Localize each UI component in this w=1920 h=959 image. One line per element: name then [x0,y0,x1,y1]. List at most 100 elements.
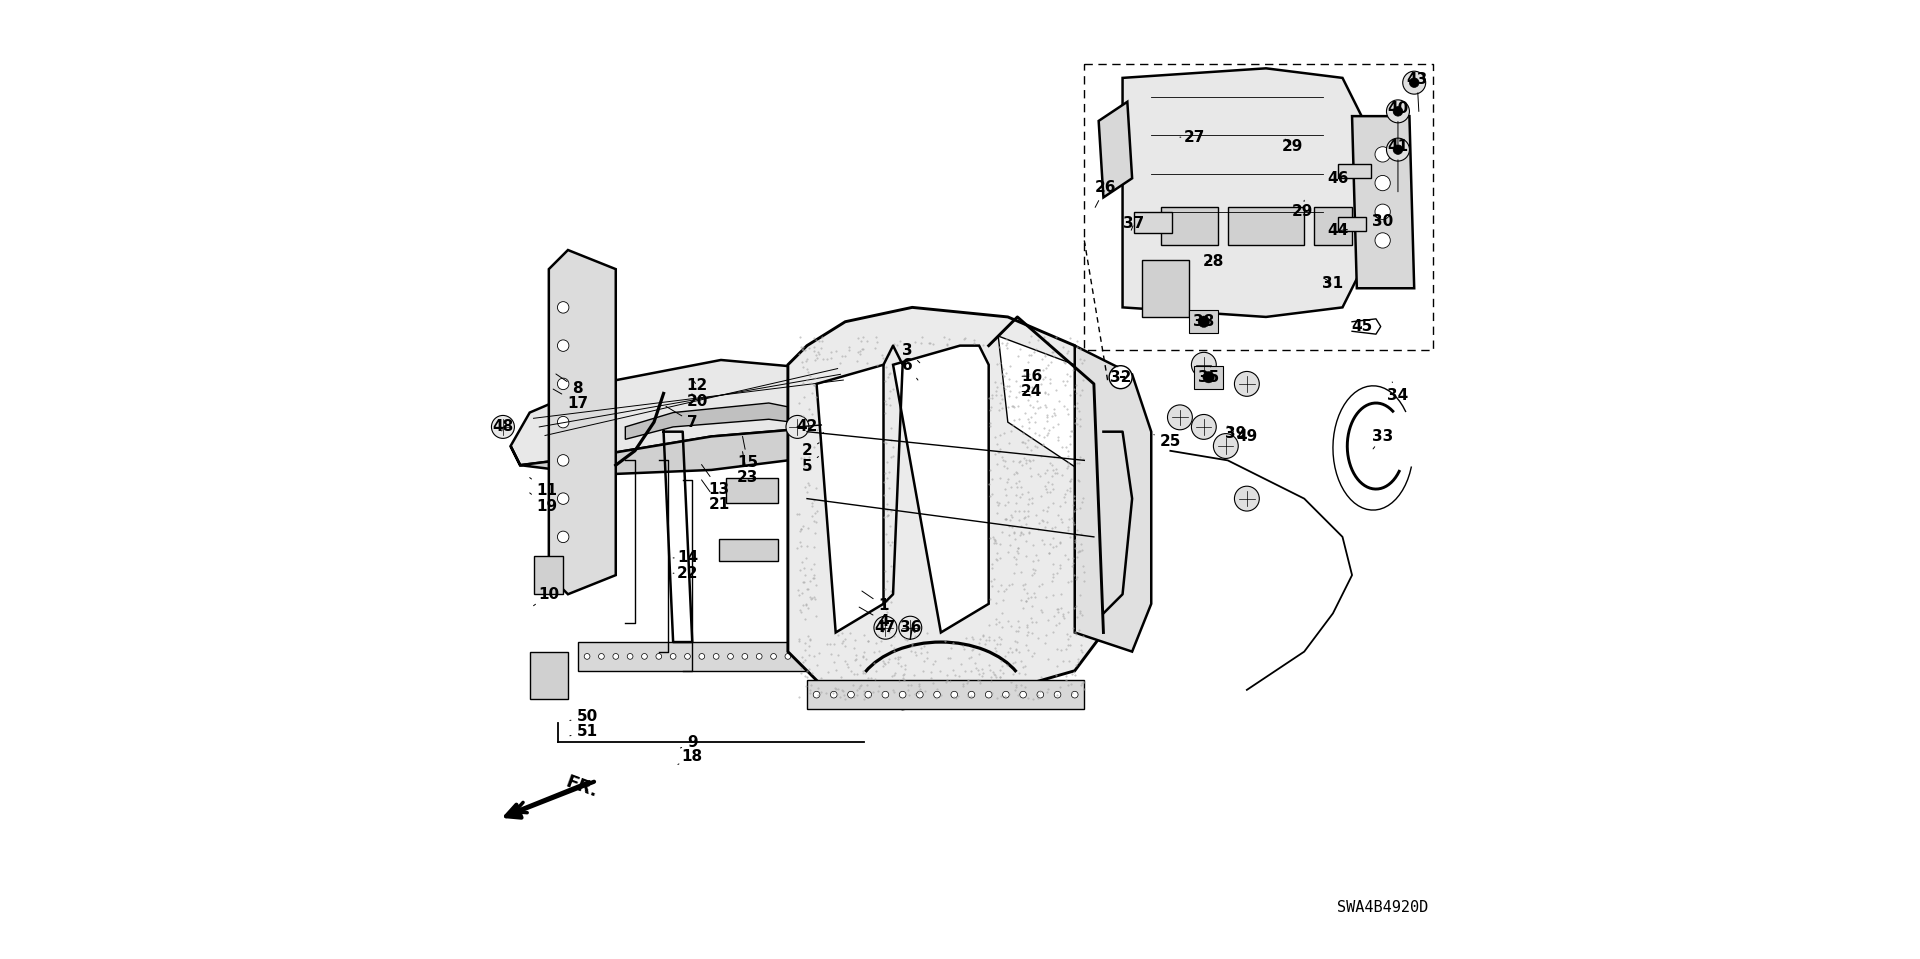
Text: 40: 40 [1388,101,1409,144]
Polygon shape [1352,116,1415,289]
Circle shape [1213,433,1238,458]
Circle shape [881,691,889,698]
Circle shape [799,653,804,659]
Circle shape [1375,233,1390,248]
Circle shape [628,653,634,659]
Circle shape [557,531,568,543]
Circle shape [1404,71,1427,94]
Circle shape [612,653,618,659]
Text: 14: 14 [674,550,699,566]
Polygon shape [1123,68,1361,316]
Bar [1227,207,1304,246]
Circle shape [950,691,958,698]
Circle shape [1386,100,1409,123]
Text: 25: 25 [1154,433,1181,449]
Text: 4: 4 [858,607,889,628]
Circle shape [828,653,833,659]
Text: 3: 3 [902,343,920,363]
Circle shape [599,653,605,659]
Text: 7: 7 [666,407,697,430]
Circle shape [557,339,568,351]
Polygon shape [998,336,1094,480]
Text: 12: 12 [687,378,708,393]
Text: 23: 23 [737,452,758,485]
Circle shape [728,653,733,659]
Text: 5: 5 [803,456,818,474]
Polygon shape [816,364,883,633]
Text: 17: 17 [553,389,588,410]
Text: 37: 37 [1123,216,1144,231]
Circle shape [1198,316,1210,327]
Text: 15: 15 [737,436,758,470]
Circle shape [685,653,691,659]
Circle shape [1394,106,1404,116]
Circle shape [1204,371,1213,383]
Text: 50: 50 [570,709,597,724]
Bar [1338,217,1367,231]
Polygon shape [726,478,778,503]
Text: 22: 22 [674,566,699,581]
Circle shape [557,302,568,314]
Circle shape [714,653,718,659]
Text: 35: 35 [1198,366,1219,385]
Text: 10: 10 [534,587,559,606]
Circle shape [1375,204,1390,220]
Polygon shape [893,345,989,633]
Circle shape [847,691,854,698]
Polygon shape [1142,260,1190,316]
Circle shape [814,691,820,698]
Bar [1313,207,1352,246]
Circle shape [785,653,791,659]
Circle shape [1375,147,1390,162]
Text: 21: 21 [701,480,730,512]
Text: 19: 19 [530,493,557,514]
Text: 30: 30 [1373,214,1394,229]
Text: 2: 2 [803,443,820,458]
Circle shape [1071,691,1079,698]
Circle shape [756,653,762,659]
Text: 51: 51 [570,724,597,739]
Text: 47: 47 [876,620,897,635]
Circle shape [557,378,568,389]
Text: 6: 6 [902,359,918,380]
Circle shape [843,653,849,659]
Text: 16: 16 [1021,368,1043,384]
Polygon shape [787,308,1104,709]
Polygon shape [511,360,864,465]
Circle shape [557,455,568,466]
Text: 29: 29 [1292,200,1313,220]
Circle shape [1375,175,1390,191]
Circle shape [899,617,922,640]
Circle shape [968,691,975,698]
Text: 1: 1 [862,591,889,613]
Circle shape [657,653,662,659]
Circle shape [670,653,676,659]
Circle shape [831,691,837,698]
Polygon shape [549,250,616,595]
Polygon shape [511,417,864,475]
Circle shape [785,415,808,438]
Circle shape [933,691,941,698]
Circle shape [741,653,747,659]
Bar [1194,365,1223,388]
Text: 28: 28 [1202,254,1225,269]
Text: 43: 43 [1407,72,1428,111]
Text: 39: 39 [1225,426,1246,441]
Text: 31: 31 [1323,276,1344,291]
Text: 32: 32 [1110,366,1131,385]
Text: FR.: FR. [563,773,601,802]
Circle shape [1167,405,1192,430]
Bar [1135,212,1173,233]
Text: 36: 36 [900,620,922,635]
Text: 27: 27 [1181,129,1206,145]
Polygon shape [806,680,1085,709]
Text: 29: 29 [1283,139,1304,154]
Circle shape [1020,691,1027,698]
Text: 33: 33 [1373,429,1394,449]
Polygon shape [1075,345,1152,651]
Circle shape [916,691,924,698]
Text: 41: 41 [1388,139,1409,192]
Circle shape [874,617,897,640]
Circle shape [1037,691,1044,698]
Circle shape [492,415,515,438]
